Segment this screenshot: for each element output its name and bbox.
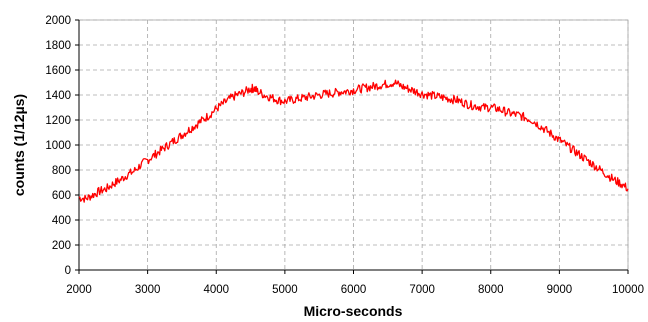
series-line	[78, 79, 629, 203]
y-tick-label: 400	[52, 215, 71, 227]
x-tick-label: 9000	[547, 284, 573, 296]
y-tick-label: 1000	[45, 140, 71, 152]
series	[78, 79, 629, 203]
y-tick-label: 0	[65, 265, 71, 277]
x-tick-label: 3000	[135, 284, 161, 296]
y-tick-label: 800	[52, 165, 71, 177]
y-tick-label: 1400	[45, 90, 71, 102]
y-tick-label: 1200	[45, 115, 71, 127]
y-tick-label: 1600	[45, 65, 71, 77]
x-tick-label: 10000	[612, 284, 644, 296]
y-axis-title: counts (1/12µs)	[11, 94, 27, 196]
x-tick-label: 7000	[409, 284, 435, 296]
x-tick-label: 2000	[66, 284, 92, 296]
x-axis-title: Micro-seconds	[304, 303, 403, 319]
y-tick-label: 2000	[45, 15, 71, 27]
axes	[75, 19, 629, 274]
grid	[78, 19, 629, 271]
x-tick-label: 5000	[272, 284, 298, 296]
x-tick-labels: 2000 3000 4000 5000 6000 7000 8000 9000 10000	[66, 284, 644, 296]
y-tick-label: 600	[52, 190, 71, 202]
x-tick-label: 8000	[478, 284, 504, 296]
y-tick-label: 1800	[45, 40, 71, 52]
x-tick-label: 6000	[341, 284, 367, 296]
y-tick-label: 200	[52, 240, 71, 252]
y-tick-labels: 0 200 400 600 800 1000 1200 1400 1600 1800 2000	[45, 15, 71, 277]
x-tick-label: 4000	[203, 284, 229, 296]
